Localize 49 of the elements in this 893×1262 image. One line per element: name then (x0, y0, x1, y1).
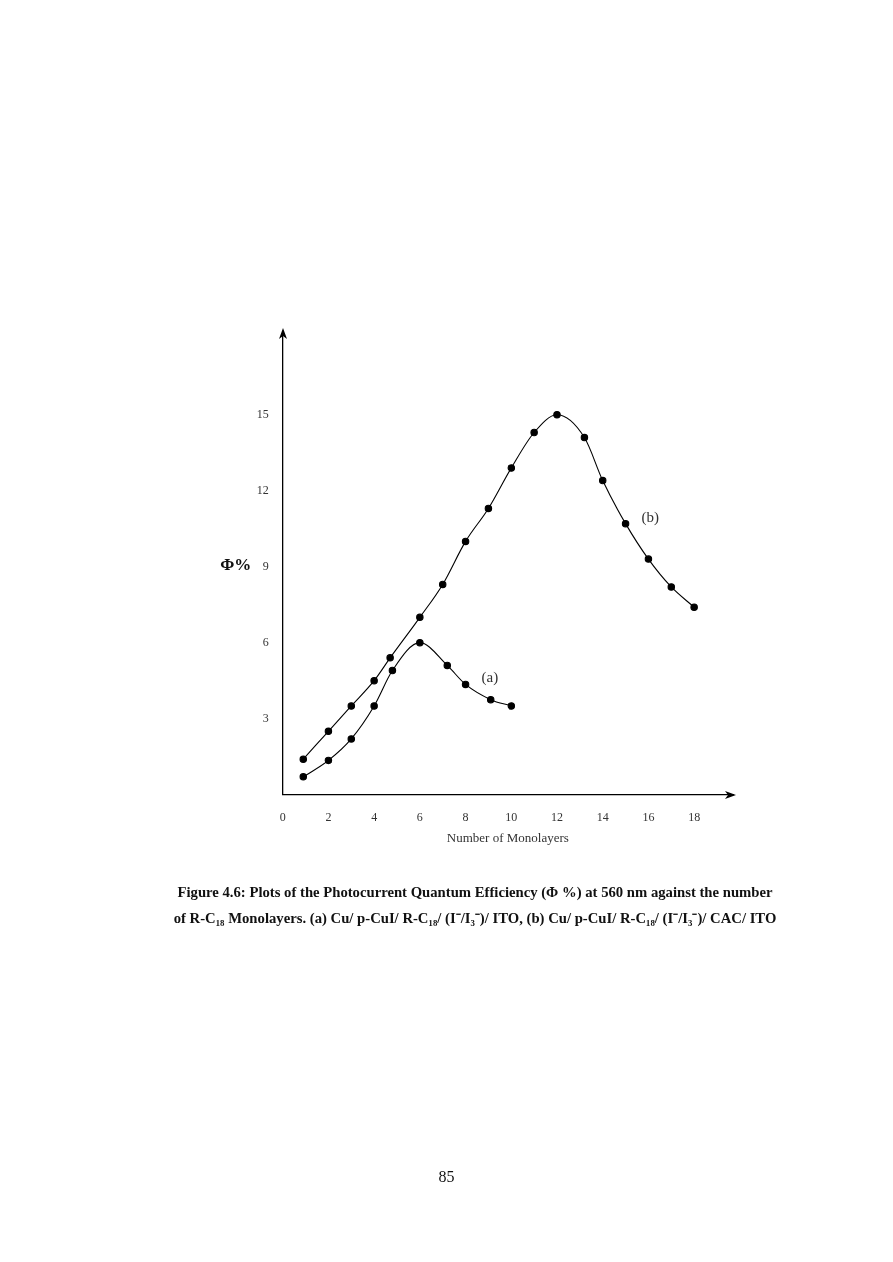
point (416, 613, 424, 622)
x-tick-label: 14 (596, 809, 609, 824)
point (507, 464, 516, 472)
y-tick-label: 3 (262, 710, 269, 725)
x-tick-label: 4 (371, 809, 378, 824)
y-tick-label: 9 (262, 558, 269, 573)
x-tick-label: 0 (279, 809, 286, 824)
point (370, 676, 378, 685)
y-axis-title: Φ% (220, 555, 252, 575)
point (324, 727, 333, 736)
x-axis-title: Number of Monolayers (446, 829, 569, 845)
point (530, 428, 538, 437)
point (667, 583, 676, 591)
series-label: (b) (641, 508, 660, 526)
point (370, 702, 378, 710)
x-tick-label: 6 (416, 809, 423, 824)
point (598, 476, 607, 485)
point (486, 695, 495, 704)
point (299, 755, 308, 763)
y-tick-label: 6 (262, 634, 269, 649)
point (644, 555, 653, 563)
point (347, 702, 356, 710)
x-tick-label: 2 (325, 809, 332, 824)
point (443, 661, 452, 670)
point (507, 702, 516, 710)
y-tick-label: 15 (256, 406, 269, 421)
point (461, 680, 470, 689)
point (461, 537, 470, 546)
point (621, 519, 630, 528)
point (386, 654, 394, 662)
caption: Figure 4.6: Plots of the Photocurrent Quantum Efficiency (Φ %) at 560 nm against the number of R-C₁₈ Monolayers. (a) Cu/ p-CuI/ R-C₁₈/ (I⁻/I₃⁻)/ ITO, (b) Cu/ p-CuI/ R-C₁₈/ (I⁻/I₃⁻)/ CAC/ ITO (173, 883, 777, 928)
x-tick-label: 10 (505, 809, 518, 824)
point (299, 773, 308, 781)
point (347, 735, 356, 743)
x-tick-label: 18 (688, 809, 701, 824)
series-label: (a) (481, 669, 499, 687)
text: 85 (437, 1168, 456, 1186)
point (324, 756, 333, 765)
point (438, 580, 447, 589)
x-tick-label: 8 (462, 809, 469, 824)
point (388, 666, 397, 675)
x-tick-label: 12 (550, 809, 563, 824)
y-tick-label: 12 (256, 482, 269, 497)
point (553, 411, 561, 419)
point (580, 433, 589, 442)
point (416, 638, 424, 647)
point (690, 603, 698, 611)
x-tick-label: 16 (642, 809, 655, 824)
point (484, 504, 493, 513)
